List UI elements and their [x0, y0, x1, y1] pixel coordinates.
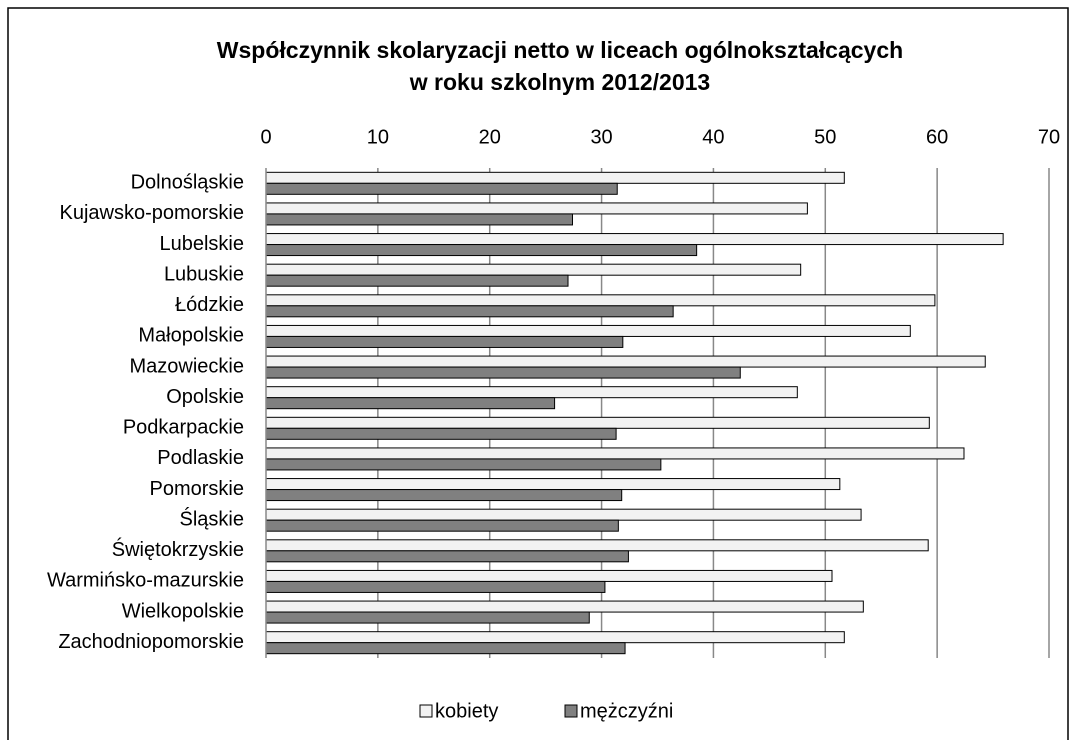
legend-label: mężczyźni	[580, 700, 673, 722]
bar	[265, 335, 624, 348]
y-tick-label: Mazowieckie	[130, 355, 244, 377]
x-tick-label: 50	[814, 126, 836, 148]
bar	[265, 550, 629, 563]
y-tick-label: Warmińsko-mazurskie	[47, 570, 244, 592]
bar	[265, 171, 845, 184]
x-tick-label: 0	[260, 126, 271, 148]
bar	[265, 539, 929, 552]
bar	[265, 478, 841, 491]
bar	[265, 355, 986, 368]
bar	[265, 447, 965, 460]
bar	[265, 294, 936, 307]
y-tick-label: Wielkopolskie	[122, 600, 244, 622]
y-tick-label: Kujawsko-pomorskie	[59, 202, 244, 224]
bar	[265, 397, 556, 410]
y-tick-label: Świętokrzyskie	[112, 537, 244, 561]
bar	[265, 416, 930, 429]
bar	[265, 489, 623, 502]
x-tick-label: 40	[702, 126, 724, 148]
bar	[265, 580, 606, 593]
chart-title: Współczynnik skolaryzacji netto w liceac…	[217, 37, 903, 63]
bar	[265, 324, 911, 337]
bar	[265, 213, 573, 226]
y-tick-label: Podlaskie	[157, 447, 244, 469]
bar	[265, 508, 862, 521]
y-tick-label: Podkarpackie	[123, 417, 244, 439]
bar	[265, 182, 618, 195]
y-tick-label: Dolnośląskie	[131, 172, 244, 194]
y-tick-label: Zachodniopomorskie	[58, 631, 244, 653]
bar	[265, 519, 619, 532]
bar	[265, 458, 662, 471]
legend-swatch	[419, 704, 433, 718]
bar	[265, 611, 590, 624]
y-tick-label: Pomorskie	[150, 478, 244, 500]
bar	[265, 263, 802, 276]
x-tick-label: 20	[479, 126, 501, 148]
bar	[265, 386, 798, 399]
bar	[265, 274, 569, 287]
bar	[265, 202, 808, 215]
legend-swatch	[564, 704, 578, 718]
y-tick-label: Opolskie	[166, 386, 244, 408]
bar	[265, 244, 698, 257]
bar	[265, 233, 1004, 246]
legend-label: kobiety	[435, 700, 498, 722]
x-tick-label: 70	[1038, 126, 1060, 148]
y-tick-label: Łódzkie	[175, 294, 244, 316]
bar	[265, 642, 626, 655]
bar	[265, 305, 674, 318]
bar	[265, 600, 864, 613]
chart-title: w roku szkolnym 2012/2013	[409, 69, 710, 95]
x-tick-label: 30	[590, 126, 612, 148]
bar	[265, 366, 741, 379]
y-tick-label: Lubelskie	[159, 233, 244, 255]
y-tick-label: Śląskie	[180, 506, 244, 530]
bar	[265, 427, 617, 440]
y-tick-label: Lubuskie	[164, 263, 244, 285]
y-tick-label: Małopolskie	[138, 325, 244, 347]
bar	[265, 569, 833, 582]
x-tick-label: 60	[926, 126, 948, 148]
bar	[265, 631, 845, 644]
x-tick-label: 10	[367, 126, 389, 148]
